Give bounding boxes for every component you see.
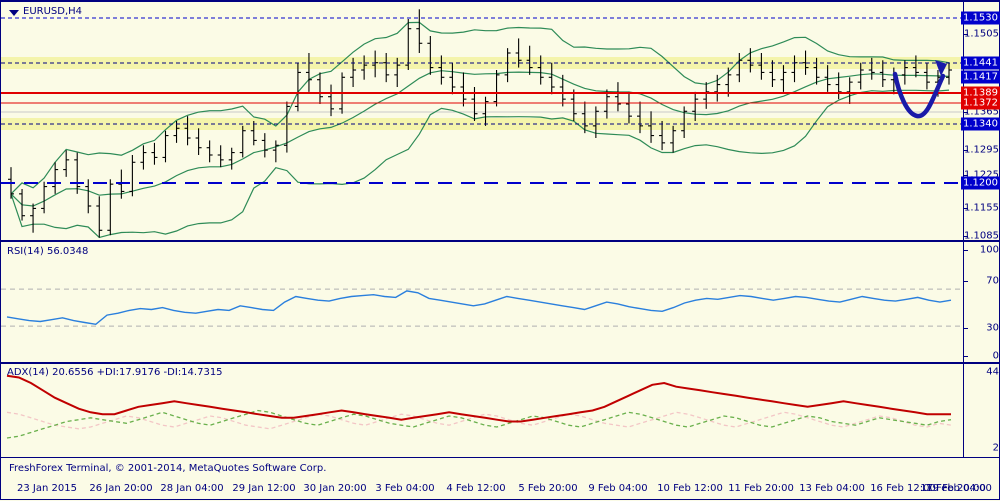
rsi-panel[interactable]: RSI(14) 56.0348 100 70 30 0 [1, 241, 1000, 363]
time-axis-label: 26 Jan 20:00 [89, 483, 153, 494]
bollinger-upper [10, 21, 950, 195]
rsi-plot-area[interactable] [1, 242, 963, 362]
tick-mark [964, 112, 968, 113]
adx-scale[interactable]: 44 2 [963, 364, 1000, 457]
price-tick: 1.1155 [964, 202, 999, 214]
price-tick: 1.1365 [964, 106, 999, 118]
time-axis-label: 16 Feb 12:00 [870, 483, 936, 494]
price-label-blue[interactable]: 1.1417 [961, 70, 1000, 84]
tick-mark [964, 236, 968, 237]
price-tick: 1.1505 [964, 28, 999, 40]
time-axis: 23 Jan 2015 26 Jan 20:00 28 Jan 04:00 29 Ja… [1, 481, 992, 501]
tick-mark [964, 356, 968, 357]
tick-mark [964, 150, 968, 151]
time-axis-label: 4 Feb 12:00 [446, 483, 506, 494]
tick-mark [964, 281, 968, 282]
time-axis-label: 10 Feb 12:00 [657, 483, 723, 494]
time-axis-label: 13 Feb 04:00 [799, 483, 865, 494]
time-axis-label: 5 Feb 20:00 [518, 483, 578, 494]
price-plot-area[interactable] [1, 2, 963, 240]
symbol-title: EURUSD,H4 [23, 6, 83, 17]
chevron-down-icon[interactable] [9, 10, 19, 16]
time-axis-label: 28 Jan 04:00 [160, 483, 224, 494]
rsi-tick: 70 [986, 275, 999, 287]
adx-header: ADX(14) 20.6556 +DI:17.9176 -DI:14.7315 [7, 367, 223, 378]
time-axis-label: 30 Jan 20:00 [303, 483, 367, 494]
time-axis-label: 9 Feb 04:00 [588, 483, 648, 494]
ohlc-bars[interactable] [8, 9, 952, 238]
support-band [1, 118, 963, 130]
bollinger-middle [10, 70, 950, 207]
rsi-scale[interactable]: 100 70 30 0 [963, 242, 1000, 362]
time-axis-label: 17 Feb 20:00 [920, 483, 986, 494]
price-chart-panel[interactable]: EURUSD,H4 1.1530 1.1505 1.1441 1.1417 1.1389… [1, 1, 1000, 242]
bollinger-lower [10, 89, 950, 239]
terminal-copyright: FreshForex Terminal, © 2001-2014, MetaQu… [9, 463, 327, 474]
tick-mark [964, 34, 968, 35]
tick-mark [964, 250, 968, 251]
price-label-blue[interactable]: 1.1441 [961, 56, 1000, 70]
time-axis-label: 29 Jan 12:00 [232, 483, 296, 494]
adx-plot-area[interactable] [1, 364, 963, 457]
time-axis-label: 11 Feb 20:00 [728, 483, 794, 494]
price-label-blue[interactable]: 1.1200 [961, 176, 1000, 190]
time-axis-label: 3 Feb 04:00 [375, 483, 435, 494]
rsi-header: RSI(14) 56.0348 [7, 246, 89, 257]
price-label-red[interactable]: 1.1372 [961, 96, 1000, 110]
time-axis-label: 19 Feb 04:00 [926, 483, 992, 494]
rsi-tick: 100 [979, 244, 999, 256]
adx-line [6, 374, 951, 423]
rsi-tick: 0 [992, 350, 999, 362]
rsi-line [6, 290, 952, 326]
price-label-blue[interactable]: 1.1340 [961, 117, 1000, 131]
price-label-red[interactable]: 1.1389 [961, 86, 1000, 100]
plus-di-line [6, 409, 952, 439]
tick-mark [964, 328, 968, 329]
adx-panel[interactable]: ADX(14) 20.6556 +DI:17.9176 -DI:14.7315 … [1, 363, 1000, 458]
bullish-reversal-arrow[interactable] [892, 60, 947, 119]
price-tick: 1.1225 [964, 169, 999, 181]
price-tick: 1.1085 [964, 230, 999, 242]
minus-di-line [6, 411, 952, 430]
adx-tick: 2 [992, 442, 999, 454]
tick-mark [964, 175, 968, 176]
rsi-tick: 30 [986, 322, 999, 334]
price-scale[interactable]: 1.1530 1.1505 1.1441 1.1417 1.1389 1.1372 1.13… [961, 2, 1000, 242]
price-tick: 1.1295 [964, 144, 999, 156]
price-label-blue[interactable]: 1.1530 [961, 11, 1000, 25]
adx-tick: 44 [986, 366, 999, 378]
tick-mark [964, 208, 968, 209]
resistance-band [1, 57, 963, 69]
time-axis-label: 23 Jan 2015 [17, 483, 77, 494]
